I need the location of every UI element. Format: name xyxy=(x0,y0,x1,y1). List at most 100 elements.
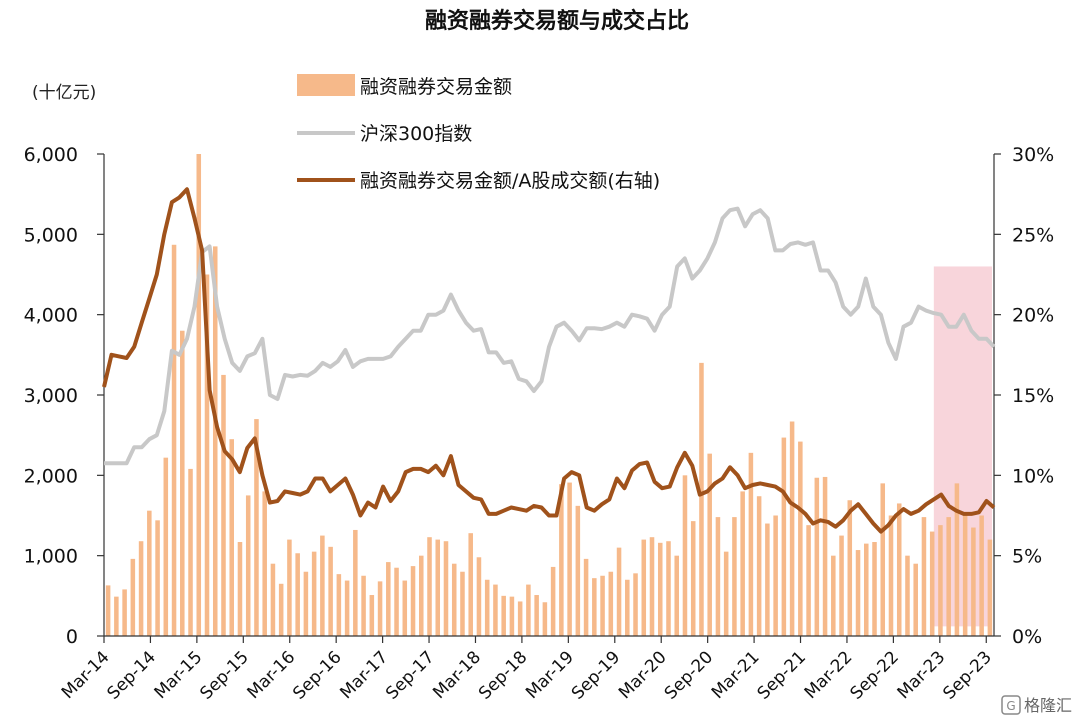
axes xyxy=(103,154,995,637)
bar xyxy=(979,515,984,636)
bar xyxy=(369,595,375,636)
bar xyxy=(913,563,918,636)
bar xyxy=(888,515,894,636)
bar xyxy=(295,553,300,636)
x-tick-label: Mar-16 xyxy=(244,647,300,703)
bar xyxy=(971,527,976,636)
bar xyxy=(559,484,564,636)
bar xyxy=(254,419,259,636)
bar xyxy=(245,495,251,636)
margin-ratio-line xyxy=(102,187,996,534)
bar xyxy=(649,537,655,636)
x-tick-label: Mar-17 xyxy=(336,647,392,703)
right-tick-label: 5% xyxy=(1012,546,1042,568)
bar xyxy=(880,483,886,636)
x-tick-label: Mar-18 xyxy=(429,647,485,703)
bar xyxy=(740,491,745,636)
bar xyxy=(641,539,647,636)
x-tick-label: Sep-16 xyxy=(289,647,345,703)
bar xyxy=(484,579,490,636)
bar xyxy=(155,520,160,636)
legend-label-ratio: 融资融券交易金额/A股成交额(右轴) xyxy=(360,170,660,192)
bar xyxy=(847,500,853,636)
bar xyxy=(377,581,383,636)
x-tick-label: Sep-23 xyxy=(939,647,995,703)
bar xyxy=(822,476,828,636)
bar xyxy=(550,566,556,636)
left-tick-label: 4,000 xyxy=(24,305,78,327)
bar xyxy=(105,585,111,636)
bar xyxy=(633,573,638,636)
bar xyxy=(451,563,457,636)
right-tick-label: 25% xyxy=(1012,224,1054,246)
right-axis-ticks: 0% 5% 10% 15% 20% 25% 30% xyxy=(994,144,1054,648)
left-tick-label: 1,000 xyxy=(24,546,78,568)
bar xyxy=(501,595,506,636)
watermark-text: 格隆汇 xyxy=(1024,696,1072,715)
bar xyxy=(460,571,465,636)
bar xyxy=(361,575,366,636)
bar xyxy=(575,505,581,636)
x-tick-label: Sep-15 xyxy=(196,647,252,703)
bar xyxy=(237,542,243,636)
bar xyxy=(773,515,778,636)
bar xyxy=(855,550,861,636)
bar xyxy=(765,523,770,636)
x-tick-label: Mar-14 xyxy=(58,647,114,703)
bar xyxy=(674,555,679,636)
x-tick-label: Sep-20 xyxy=(661,647,717,703)
bar xyxy=(394,567,399,636)
bar xyxy=(526,584,531,636)
bar xyxy=(303,571,309,636)
bar xyxy=(344,580,350,636)
x-tick-label: Sep-14 xyxy=(104,647,160,703)
right-tick-label: 20% xyxy=(1012,305,1054,327)
bar xyxy=(781,437,787,636)
bar xyxy=(171,244,177,636)
left-tick-label: 3,000 xyxy=(24,385,78,407)
bar xyxy=(542,602,548,636)
bar xyxy=(311,551,317,636)
bar xyxy=(987,539,993,636)
bar xyxy=(270,563,276,636)
bar xyxy=(814,477,820,636)
bar xyxy=(419,555,424,636)
bar xyxy=(567,482,572,636)
bar xyxy=(592,578,597,636)
bar xyxy=(690,521,696,636)
bar xyxy=(962,515,968,636)
bar xyxy=(946,517,951,636)
watermark: G 格隆汇 xyxy=(1001,695,1072,715)
bar xyxy=(287,539,292,636)
bar xyxy=(138,541,144,636)
bar xyxy=(608,571,614,636)
x-tick-label: Mar-19 xyxy=(522,647,578,703)
bar xyxy=(196,154,202,636)
bar xyxy=(336,574,342,636)
bar xyxy=(707,453,712,636)
bar xyxy=(147,510,152,636)
bar xyxy=(493,584,498,636)
bar xyxy=(732,517,737,636)
bar xyxy=(699,362,704,636)
bar xyxy=(221,374,226,636)
legend-swatch-bar xyxy=(297,74,355,96)
bar xyxy=(262,491,267,636)
bar xyxy=(212,246,218,636)
chart-title: 融资融券交易额与成交占比 xyxy=(425,8,689,34)
bar xyxy=(402,580,408,636)
x-tick-label: Mar-20 xyxy=(615,647,671,703)
x-tick-label: Mar-21 xyxy=(708,647,764,703)
x-axis-ticks: Mar-14Sep-14Mar-15Sep-15Mar-16Sep-16Mar-… xyxy=(58,636,996,704)
bar xyxy=(468,533,473,636)
csi300-index-line xyxy=(104,206,996,466)
bar xyxy=(831,555,836,636)
bar xyxy=(798,441,803,636)
bar xyxy=(748,452,754,636)
bar xyxy=(666,541,671,636)
bar xyxy=(435,539,441,636)
bar xyxy=(320,535,325,636)
left-tick-label: 6,000 xyxy=(24,144,78,166)
bar xyxy=(122,589,127,636)
